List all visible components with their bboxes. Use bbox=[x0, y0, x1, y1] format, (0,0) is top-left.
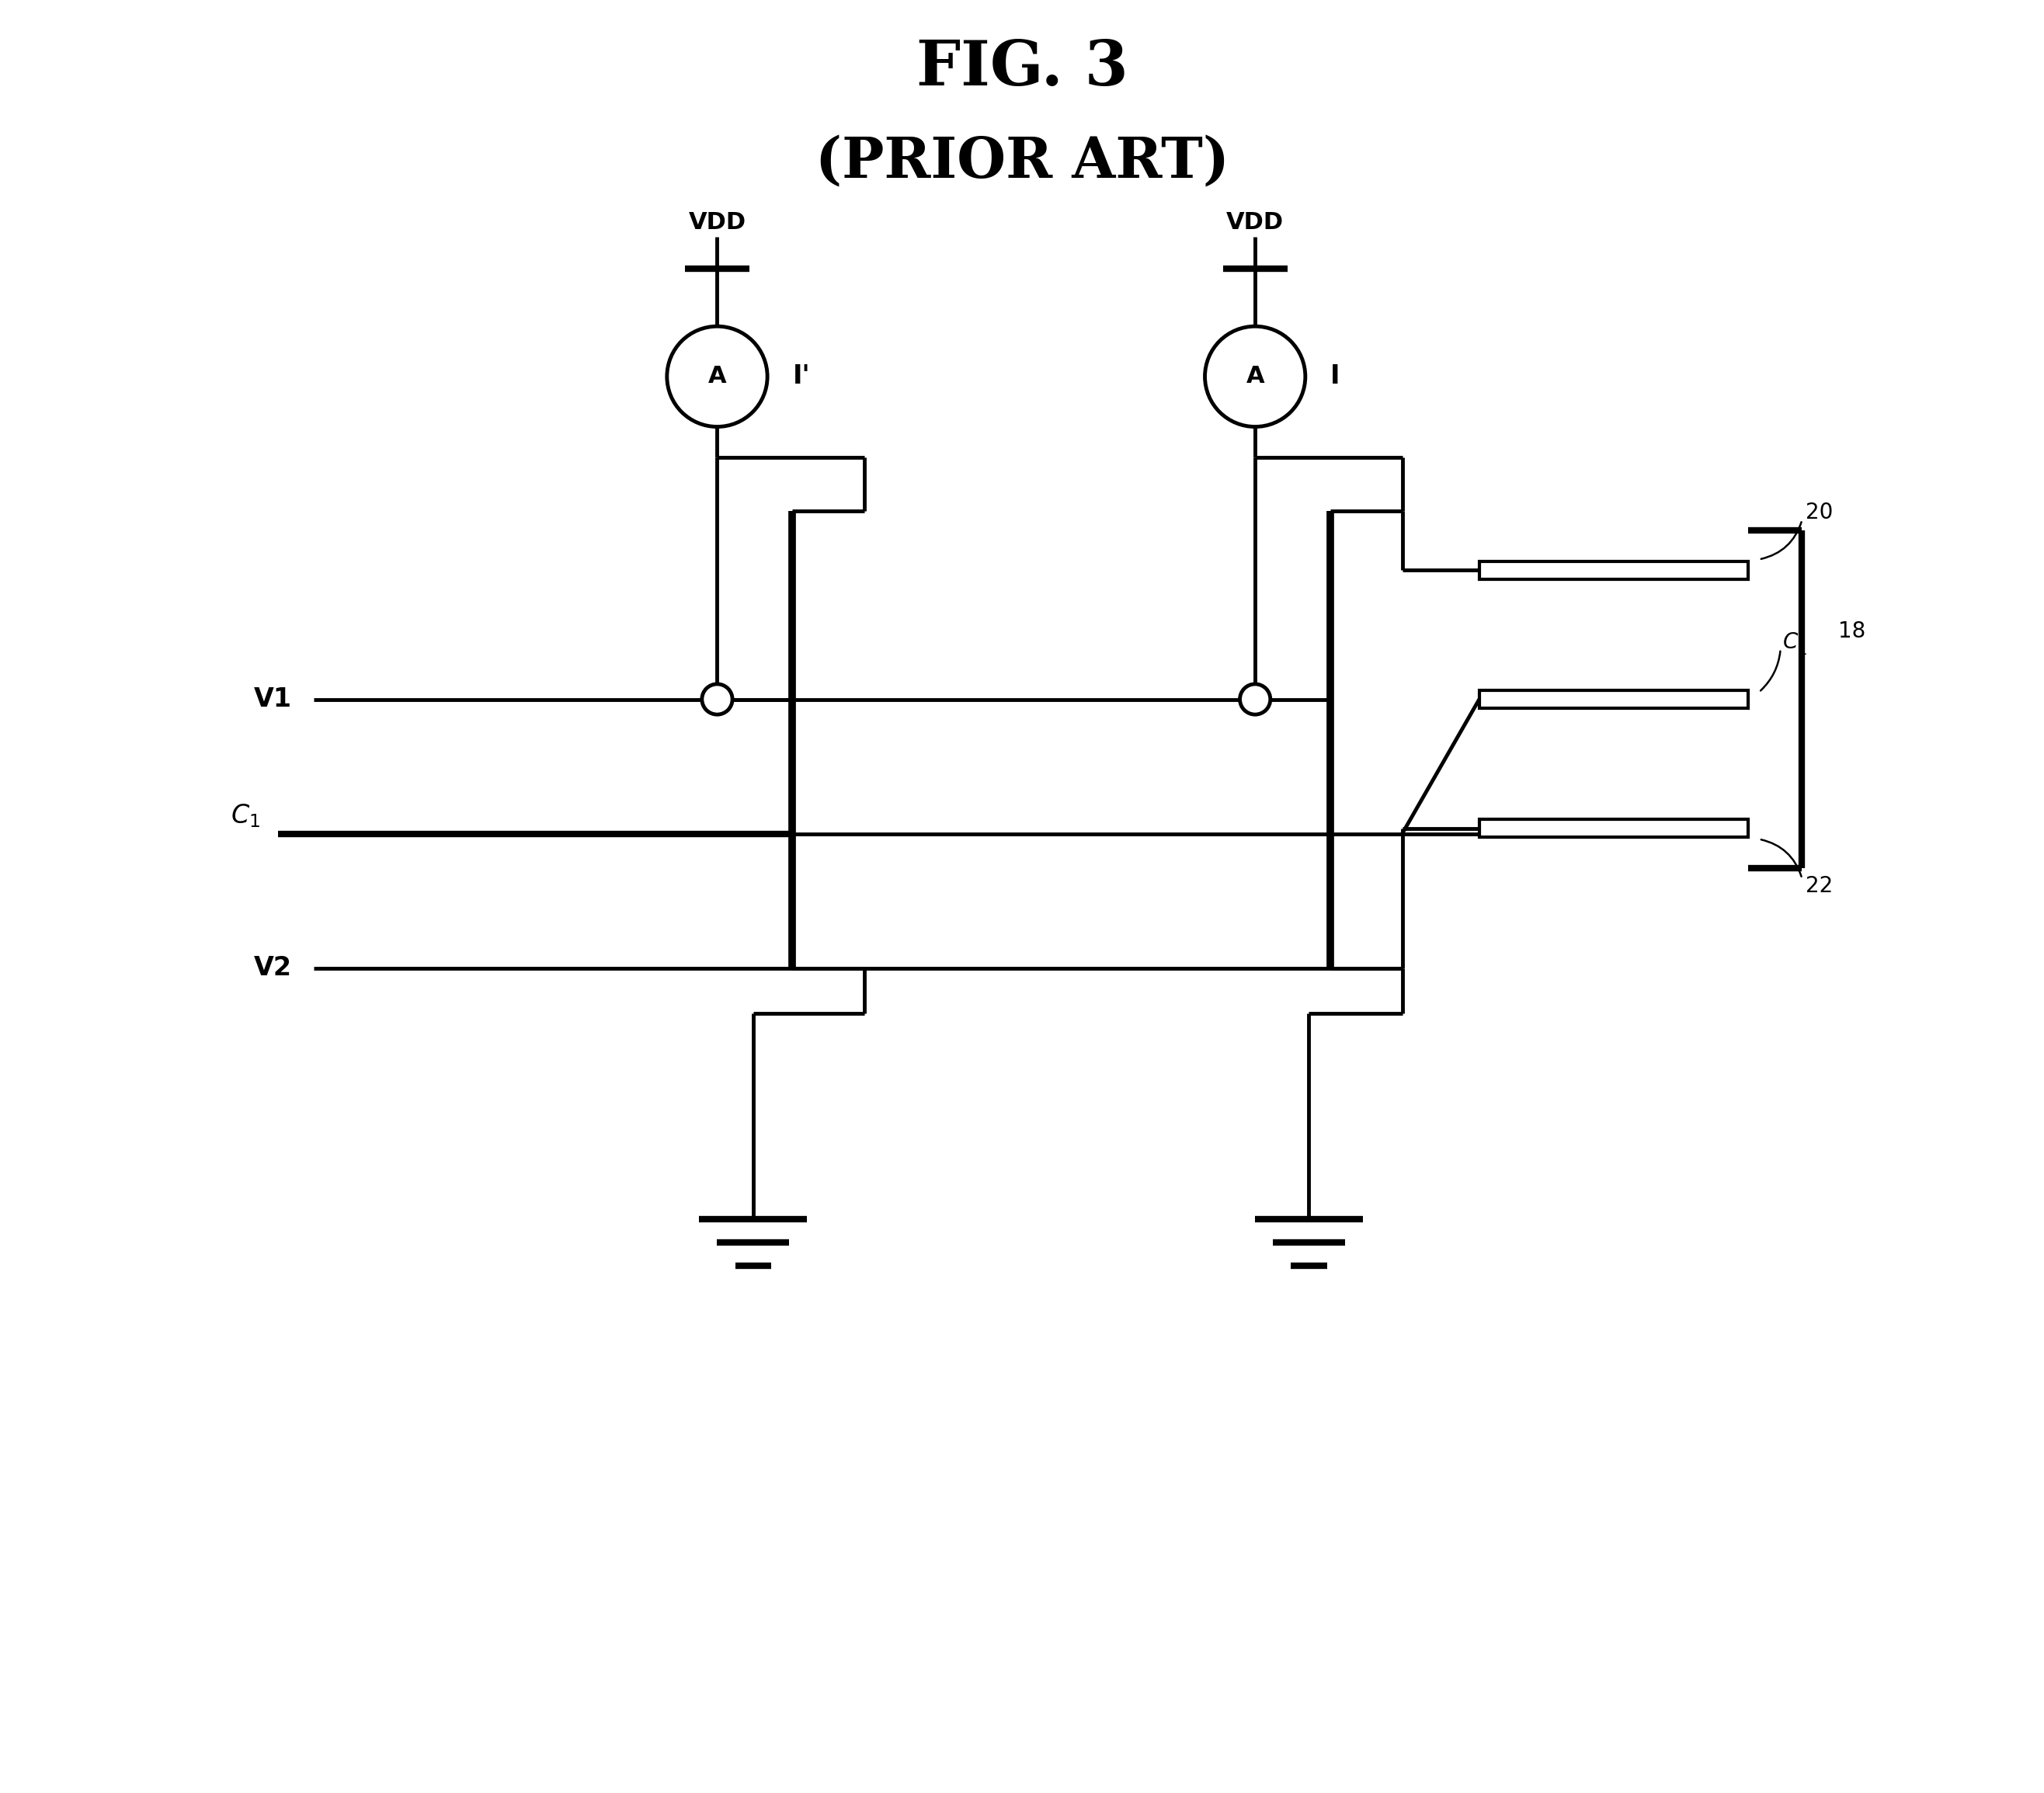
Text: I': I' bbox=[793, 364, 809, 389]
Text: VDD: VDD bbox=[689, 212, 746, 233]
Circle shape bbox=[1204, 326, 1306, 427]
Text: A: A bbox=[707, 366, 726, 387]
Text: I: I bbox=[1331, 364, 1341, 389]
Bar bbox=[1480, 819, 1748, 837]
Text: $C_1^{\prime}$: $C_1^{\prime}$ bbox=[1782, 629, 1807, 658]
Text: 20: 20 bbox=[1805, 502, 1833, 524]
Circle shape bbox=[701, 683, 732, 715]
Text: V2: V2 bbox=[253, 956, 292, 981]
Text: $C_1$: $C_1$ bbox=[231, 801, 260, 830]
Text: (PRIOR ART): (PRIOR ART) bbox=[816, 134, 1228, 188]
Circle shape bbox=[666, 326, 766, 427]
Text: A: A bbox=[1247, 366, 1265, 387]
Text: 18: 18 bbox=[1838, 620, 1866, 642]
Bar bbox=[1480, 561, 1748, 579]
Text: FIG. 3: FIG. 3 bbox=[916, 38, 1128, 99]
Bar bbox=[1480, 690, 1748, 708]
Text: VDD: VDD bbox=[1226, 212, 1284, 233]
Text: V1: V1 bbox=[253, 687, 292, 712]
Circle shape bbox=[1241, 683, 1271, 715]
Text: 22: 22 bbox=[1805, 875, 1833, 896]
